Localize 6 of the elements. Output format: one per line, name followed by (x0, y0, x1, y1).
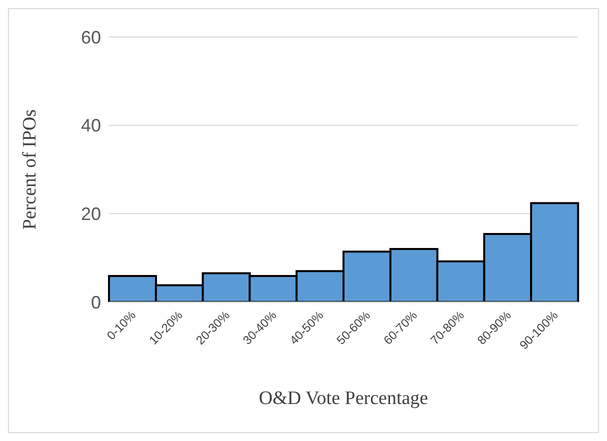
y-tick-label: 40 (80, 116, 101, 136)
y-tick-label: 60 (80, 27, 101, 48)
x-axis-title: O&D Vote Percentage (258, 388, 428, 409)
y-tick-label: 0 (90, 292, 101, 312)
y-tick-label: 20 (80, 204, 101, 224)
y-axis-title: Percent of IPOs (20, 109, 41, 230)
